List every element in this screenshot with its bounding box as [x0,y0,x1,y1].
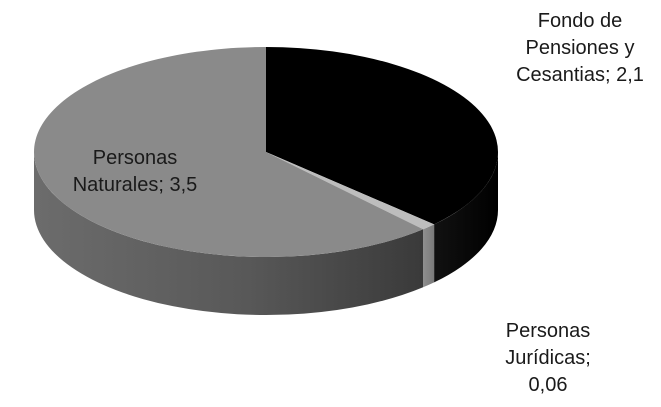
pie-side-1-0 [423,224,435,288]
pie-side-2-0 [34,152,424,316]
pie-side-0-0 [434,152,498,283]
pie-slice-1 [266,152,435,230]
pie-slice-0 [266,47,499,225]
slice-label-personas-naturales: Personas Naturales; 3,5 [72,147,198,196]
slice-label-fondo-pensiones: Fondo de Pensiones y Cesantias; 2,1 [516,10,644,86]
slice-label-personas-juridicas: Personas Jurídicas; 0,06 [505,320,591,396]
pie-slice-2 [34,47,424,257]
